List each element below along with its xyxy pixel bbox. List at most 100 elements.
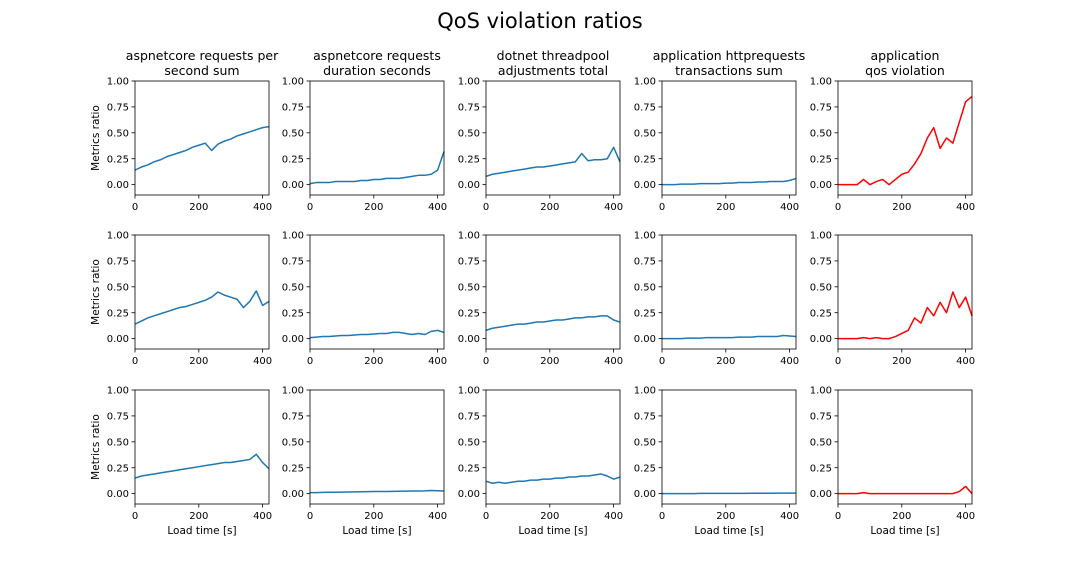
y-tick-label: 0.75 <box>282 257 304 268</box>
y-tick-label: 0.00 <box>107 334 129 345</box>
x-tick-label: 400 <box>780 356 799 367</box>
subplot-r0-c1: 0.00 0.25 0.50 0.75 1.00 0 200 400 <box>282 77 447 213</box>
series-line-r0-c1 <box>309 151 445 185</box>
column-title-3-line-0: application httprequests <box>653 48 806 63</box>
series-line-r1-c4 <box>838 291 973 340</box>
x-tick-label: 0 <box>659 202 665 213</box>
y-tick-label: 0.25 <box>458 308 480 319</box>
y-tick-label: 1.00 <box>634 231 656 242</box>
subplot-r1-c0: 0.00 0.25 0.50 0.75 1.00 0 200 400 <box>107 231 272 367</box>
x-tick-label: 200 <box>540 511 559 522</box>
y-tick-label: 0.25 <box>282 463 304 474</box>
x-tick-label: 0 <box>659 356 665 367</box>
series-line-r0-c0 <box>134 125 270 171</box>
x-tick-label: 0 <box>307 356 313 367</box>
y-tick-label: 1.00 <box>458 386 480 397</box>
y-tick-label: 1.00 <box>810 231 832 242</box>
x-tick-label: 0 <box>132 356 138 367</box>
plot-frame-r2-c3 <box>661 389 797 505</box>
plot-frame-r1-c2 <box>485 234 621 350</box>
x-tick-label: 200 <box>716 202 735 213</box>
y-tick-label: 0.50 <box>107 128 129 139</box>
y-tick-label: 0.50 <box>107 282 129 293</box>
column-title-2-line-1: adjustments total <box>498 63 608 78</box>
y-tick-label: 0.25 <box>810 308 832 319</box>
x-tick-label: 0 <box>307 511 313 522</box>
x-tick-label: 200 <box>364 356 383 367</box>
y-tick-label: 0.00 <box>458 489 480 500</box>
y-tick-label: 0.00 <box>634 334 656 345</box>
y-tick-label: 0.00 <box>282 180 304 191</box>
y-tick-label: 1.00 <box>634 386 656 397</box>
series-line-r0-c3 <box>662 177 797 186</box>
y-tick-label: 1.00 <box>634 77 656 88</box>
y-tick-label: 0.00 <box>107 180 129 191</box>
x-tick-label: 0 <box>483 356 489 367</box>
series-line-r2-c0 <box>134 453 270 479</box>
y-tick-label: 0.50 <box>458 282 480 293</box>
x-tick-label: 400 <box>956 511 975 522</box>
y-tick-label: 0.75 <box>458 412 480 423</box>
x-tick-label: 0 <box>132 511 138 522</box>
series-line-r2-c2 <box>485 473 621 485</box>
figure-title: QoS violation ratios <box>437 9 642 33</box>
y-tick-label: 0.75 <box>107 103 129 114</box>
y-tick-label: 0.75 <box>282 412 304 423</box>
x-tick-label: 200 <box>716 356 735 367</box>
y-tick-label: 0.25 <box>810 154 832 165</box>
x-tick-label: 0 <box>132 202 138 213</box>
y-tick-label: 1.00 <box>107 231 129 242</box>
y-tick-label: 0.50 <box>282 282 304 293</box>
x-axis-label-col-2: Load time [s] <box>518 525 587 537</box>
y-tick-label: 1.00 <box>282 386 304 397</box>
subplot-r1-c3: 0.00 0.25 0.50 0.75 1.00 0 200 400 <box>634 231 799 367</box>
y-tick-label: 0.25 <box>810 463 832 474</box>
column-title-0-line-1: second sum <box>164 63 239 78</box>
y-tick-label: 0.75 <box>810 412 832 423</box>
x-tick-label: 200 <box>189 511 208 522</box>
x-tick-label: 400 <box>253 511 272 522</box>
plot-frame-r0-c1 <box>309 80 445 196</box>
subplot-r0-c0: 0.00 0.25 0.50 0.75 1.00 0 200 400 <box>107 77 272 213</box>
x-tick-label: 200 <box>892 511 911 522</box>
x-tick-label: 0 <box>307 202 313 213</box>
y-tick-label: 0.25 <box>282 154 304 165</box>
y-tick-label: 0.50 <box>107 437 129 448</box>
series-line-r1-c0 <box>134 290 270 325</box>
y-tick-label: 0.50 <box>282 128 304 139</box>
x-tick-label: 400 <box>956 202 975 213</box>
x-tick-label: 0 <box>659 511 665 522</box>
y-tick-label: 0.75 <box>810 257 832 268</box>
x-tick-label: 200 <box>892 202 911 213</box>
x-tick-label: 0 <box>483 202 489 213</box>
y-tick-label: 1.00 <box>107 386 129 397</box>
y-tick-label: 0.00 <box>107 489 129 500</box>
y-tick-label: 0.25 <box>634 463 656 474</box>
y-tick-label: 0.25 <box>458 154 480 165</box>
y-tick-label: 0.50 <box>458 437 480 448</box>
y-tick-label: 0.25 <box>107 154 129 165</box>
y-axis-label-row-2: Metrics ratio <box>90 414 102 480</box>
y-tick-label: 0.25 <box>458 463 480 474</box>
y-tick-label: 0.75 <box>458 103 480 114</box>
x-axis-label-col-1: Load time [s] <box>342 525 411 537</box>
x-tick-label: 400 <box>428 202 447 213</box>
y-tick-label: 0.75 <box>634 103 656 114</box>
series-line-r2-c3 <box>662 492 796 495</box>
plot-frame-r1-c1 <box>309 234 445 350</box>
x-tick-label: 200 <box>189 356 208 367</box>
y-tick-label: 0.25 <box>107 308 129 319</box>
y-tick-label: 0.75 <box>107 257 129 268</box>
x-tick-label: 200 <box>364 511 383 522</box>
plot-frame-r0-c2 <box>485 80 621 196</box>
y-tick-label: 0.00 <box>634 489 656 500</box>
y-tick-label: 0.75 <box>634 412 656 423</box>
y-tick-label: 0.75 <box>810 103 832 114</box>
x-tick-label: 400 <box>604 202 623 213</box>
subplot-r0-c2: 0.00 0.25 0.50 0.75 1.00 0 200 400 <box>458 77 623 213</box>
x-tick-label: 400 <box>428 356 447 367</box>
series-line-r1-c3 <box>662 334 797 340</box>
y-tick-label: 0.50 <box>810 128 832 139</box>
column-title-4-line-1: qos violation <box>865 63 945 78</box>
x-tick-label: 200 <box>540 202 559 213</box>
